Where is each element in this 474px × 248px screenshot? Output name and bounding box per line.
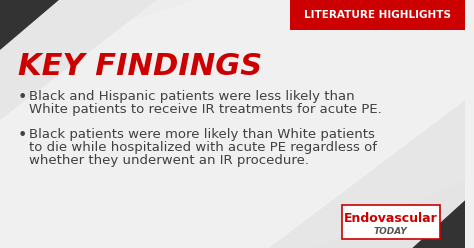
Text: Black and Hispanic patients were less likely than: Black and Hispanic patients were less li… [29, 90, 355, 103]
Text: TODAY: TODAY [374, 226, 408, 236]
Polygon shape [0, 0, 157, 120]
Text: Black patients were more likely than White patients: Black patients were more likely than Whi… [29, 128, 375, 141]
Text: LITERATURE HIGHLIGHTS: LITERATURE HIGHLIGHTS [304, 10, 451, 20]
Text: White patients to receive IR treatments for acute PE.: White patients to receive IR treatments … [29, 103, 382, 116]
Polygon shape [0, 0, 196, 60]
Text: •: • [18, 128, 27, 143]
Polygon shape [412, 200, 465, 248]
Text: whether they underwent an IR procedure.: whether they underwent an IR procedure. [29, 154, 310, 167]
Polygon shape [269, 100, 465, 248]
Text: Endovascular: Endovascular [344, 212, 438, 224]
Bar [290, 0, 465, 30]
Text: KEY FINDINGS: KEY FINDINGS [18, 52, 262, 81]
Text: •: • [18, 90, 27, 105]
Bar [342, 205, 440, 239]
Text: to die while hospitalized with acute PE regardless of: to die while hospitalized with acute PE … [29, 141, 377, 154]
Polygon shape [314, 180, 465, 248]
Polygon shape [0, 0, 59, 50]
